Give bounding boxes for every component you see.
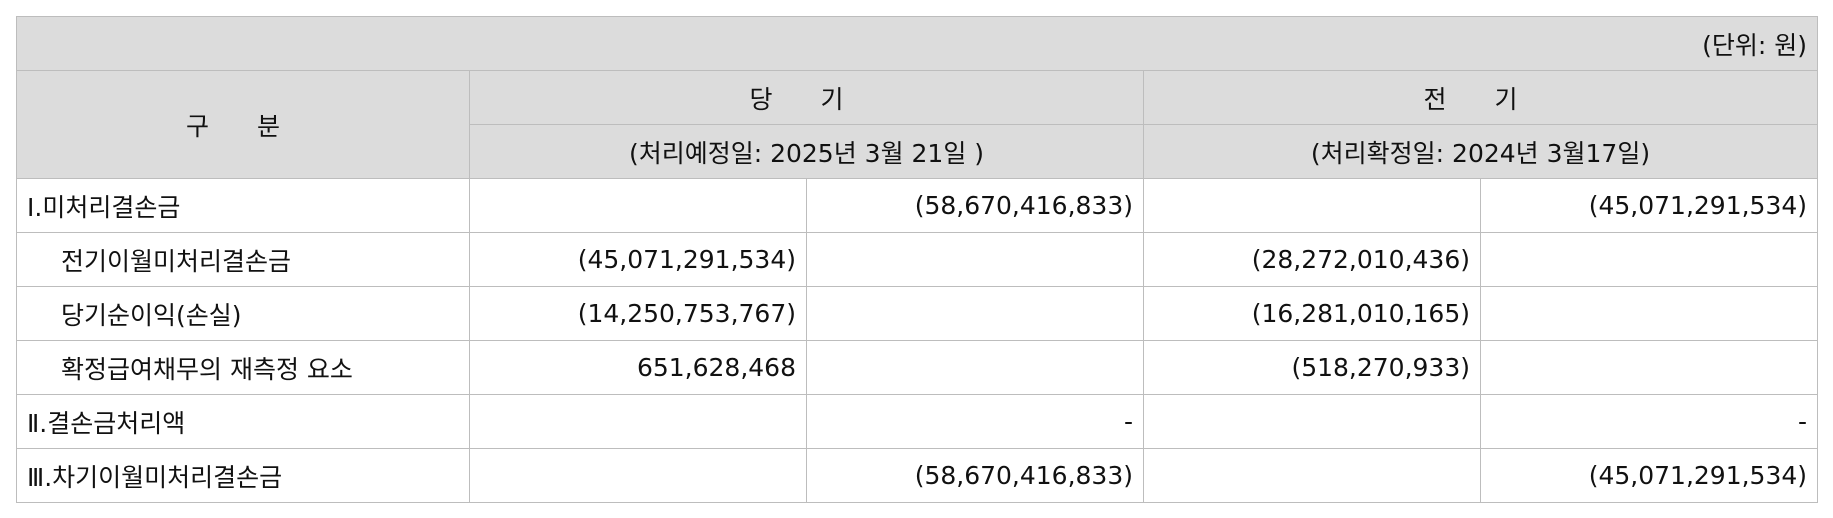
current-total-cell (806, 286, 1144, 341)
prior-detail-cell (1143, 178, 1481, 233)
row-label: Ⅲ.차기이월미처리결손금 (16, 448, 470, 503)
current-detail-cell: 651,628,468 (469, 340, 807, 395)
current-detail-cell: (45,071,291,534) (469, 232, 807, 287)
prior-total-cell: (45,071,291,534) (1479, 178, 1819, 233)
table-row: 당기순이익(손실) (14,250,753,767) (16,281,010,1… (16, 286, 1819, 341)
current-date-header: (처리예정일: 2025년 3월 21일 ) (469, 124, 1144, 179)
table-row: 확정급여채무의 재측정 요소 651,628,468 (518,270,933) (16, 340, 1819, 395)
prior-period-header: 전 기 (1142, 70, 1819, 125)
table-row: Ⅲ.차기이월미처리결손금 (58,670,416,833) (45,071,29… (16, 448, 1819, 503)
unit-row: (단위: 원) (15, 16, 1819, 71)
category-header: 구 분 (16, 70, 470, 179)
deficit-disposition-table: (단위: 원) 구 분 당 기 전 기 (처리예정일: 2025년 3월 21일… (15, 16, 1819, 503)
row-label: Ⅱ.결손금처리액 (16, 394, 470, 449)
row-label: 당기순이익(손실) (16, 286, 470, 341)
row-label: 확정급여채무의 재측정 요소 (16, 340, 470, 395)
prior-total-cell: (45,071,291,534) (1479, 448, 1819, 503)
prior-total-cell (1479, 232, 1819, 287)
current-detail-cell (469, 178, 807, 233)
current-detail-cell (469, 448, 807, 503)
prior-detail-cell: (518,270,933) (1143, 340, 1481, 395)
current-detail-cell: (14,250,753,767) (469, 286, 807, 341)
table-row: 전기이월미처리결손금 (45,071,291,534) (28,272,010,… (16, 232, 1819, 287)
header-row-1: 구 분 당 기 전 기 (16, 70, 1819, 179)
prior-detail-cell: (16,281,010,165) (1143, 286, 1481, 341)
current-total-cell: (58,670,416,833) (806, 448, 1144, 503)
row-label: Ⅰ.미처리결손금 (16, 178, 470, 233)
prior-date-header: (처리확정일: 2024년 3월17일) (1142, 124, 1819, 179)
prior-total-cell (1479, 286, 1819, 341)
row-label: 전기이월미처리결손금 (16, 232, 470, 287)
header-row-2: (처리예정일: 2025년 3월 21일 ) (처리확정일: 2024년 3월1… (17, 124, 1819, 179)
table-row: Ⅱ.결손금처리액 - - (16, 394, 1819, 449)
current-detail-cell (469, 394, 807, 449)
current-total-cell: (58,670,416,833) (806, 178, 1144, 233)
unit-label: (단위: 원) (15, 16, 1819, 71)
prior-total-cell: - (1479, 394, 1819, 449)
prior-detail-cell (1143, 394, 1481, 449)
table-row: Ⅰ.미처리결손금 (58,670,416,833) (45,071,291,53… (16, 178, 1819, 233)
prior-detail-cell: (28,272,010,436) (1143, 232, 1481, 287)
current-period-header: 당 기 (469, 70, 1144, 125)
prior-detail-cell (1143, 448, 1481, 503)
prior-total-cell (1479, 340, 1819, 395)
current-total-cell (806, 232, 1144, 287)
current-total-cell: - (806, 394, 1144, 449)
current-total-cell (806, 340, 1144, 395)
